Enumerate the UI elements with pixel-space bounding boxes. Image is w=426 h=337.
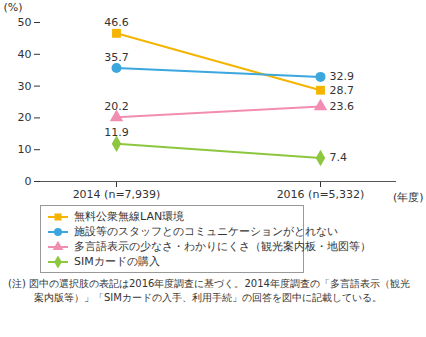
- svg-text:2014 (n=7,939): 2014 (n=7,939): [73, 188, 161, 201]
- svg-text:28.7: 28.7: [330, 84, 355, 97]
- svg-text:0: 0: [25, 175, 32, 188]
- svg-text:50: 50: [18, 16, 32, 29]
- svg-text:10: 10: [18, 143, 32, 156]
- svg-text:40: 40: [18, 48, 32, 61]
- svg-text:46.6: 46.6: [104, 16, 129, 29]
- svg-text:(%): (%): [4, 1, 23, 14]
- svg-text:35.7: 35.7: [104, 50, 129, 63]
- svg-text:30: 30: [18, 80, 32, 93]
- html-text:施設等のスタッフとのコミュニケーションがとれない: 施設等のスタッフとのコミュニケーションがとれない: [74, 225, 338, 238]
- html-text:多言語表示の少なさ・わかりにくさ（観光案内板・地図等）: 多言語表示の少なさ・わかりにくさ（観光案内板・地図等）: [74, 240, 371, 253]
- svg-text:20: 20: [18, 111, 32, 124]
- svg-text:(年度): (年度): [393, 191, 424, 204]
- svg-text:11.9: 11.9: [104, 126, 129, 139]
- svg-text:32.9: 32.9: [330, 70, 355, 83]
- svg-text:20.2: 20.2: [104, 100, 129, 113]
- html-text:SIMカードの購入: SIMカードの購入: [74, 255, 160, 268]
- html-text:無料公衆無線LAN環境: 無料公衆無線LAN環境: [74, 210, 185, 223]
- html-text:(注) 図中の選択肢の表記は2016年度調査に基づく。201: (注) 図中の選択肢の表記は2016年度調査に基づく。2014年度調査の「多言語…: [8, 278, 410, 303]
- svg-text:7.4: 7.4: [330, 151, 348, 164]
- svg-text:2016 (n=5,332): 2016 (n=5,332): [277, 188, 365, 201]
- svg-text:23.6: 23.6: [330, 100, 355, 113]
